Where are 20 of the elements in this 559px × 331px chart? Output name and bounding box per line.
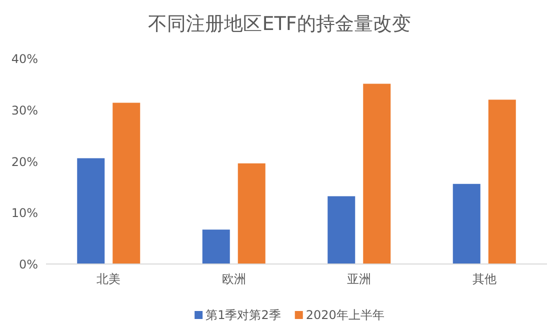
bar xyxy=(77,158,105,264)
y-tick-label: 40% xyxy=(11,52,38,66)
y-tick-label: 0% xyxy=(18,258,38,272)
x-tick-label: 亚洲 xyxy=(347,272,372,286)
y-tick-label: 20% xyxy=(11,154,38,169)
y-tick-label: 30% xyxy=(11,103,38,118)
x-tick-label: 北美 xyxy=(96,272,121,286)
x-tick-label: 欧洲 xyxy=(222,272,246,286)
legend-label: 2020年上半年 xyxy=(306,308,384,322)
bar xyxy=(202,230,230,264)
y-tick-label: 10% xyxy=(11,206,38,220)
bar xyxy=(452,184,480,264)
x-tick-label: 其他 xyxy=(472,272,496,286)
bar xyxy=(363,84,391,264)
bar xyxy=(238,163,266,264)
chart-title: 不同注册地区ETF的持金量改变 xyxy=(148,13,411,35)
legend-label: 第1季对第2季 xyxy=(206,308,281,322)
bar xyxy=(328,196,356,264)
bar xyxy=(112,102,140,264)
bar xyxy=(488,100,516,264)
